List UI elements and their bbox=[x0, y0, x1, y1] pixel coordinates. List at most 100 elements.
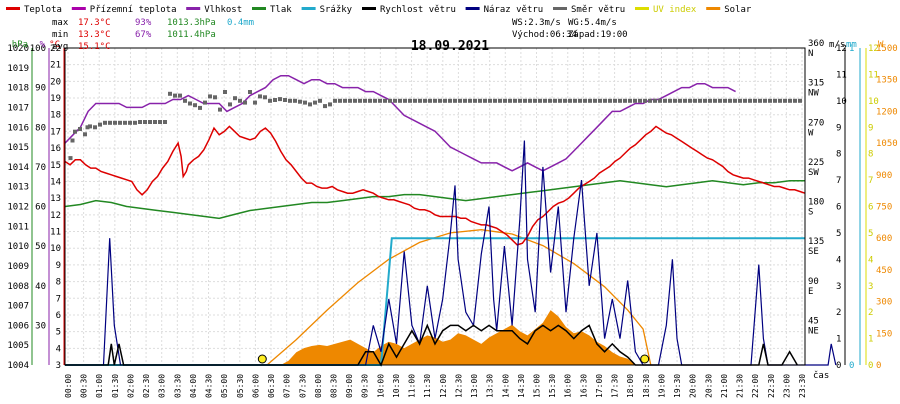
time-tick-label: 17:00 bbox=[595, 374, 604, 398]
temperature-tick-label: 22 bbox=[50, 44, 61, 54]
stat-prefix: avg bbox=[52, 42, 68, 52]
wind-tick-label: 12 bbox=[836, 44, 847, 54]
wind-direction-point bbox=[508, 98, 512, 103]
pressure-tick-label: 1010 bbox=[7, 242, 29, 252]
solar-tick-label: 450 bbox=[876, 266, 892, 276]
wind-direction-point bbox=[778, 98, 782, 103]
wind-direction-point bbox=[363, 98, 367, 103]
uv-tick-label: 8 bbox=[868, 150, 873, 160]
wind-direction-point bbox=[243, 100, 247, 105]
wind-direction-point bbox=[68, 156, 73, 161]
time-tick-label: 02:00 bbox=[126, 374, 135, 398]
wind-direction-point bbox=[538, 98, 542, 103]
pressure-tick-label: 1009 bbox=[7, 262, 29, 272]
time-tick-label: 11:00 bbox=[408, 374, 417, 398]
wind-direction-point bbox=[78, 127, 82, 131]
solar-tick-label: 150 bbox=[876, 329, 892, 339]
time-tick-label: 04:30 bbox=[205, 374, 214, 398]
wind-direction-point bbox=[483, 98, 487, 103]
solar-tick-label: 600 bbox=[876, 234, 892, 244]
time-tick-label: 03:30 bbox=[173, 374, 182, 398]
stats-panel: 18.09.2021 max 17.3°C 93% 1013.3hPa 0.4mm min… bbox=[52, 18, 628, 54]
wind-direction-point bbox=[743, 98, 747, 103]
legend-label: Směr větru bbox=[571, 5, 625, 15]
wind-direction-point bbox=[558, 98, 562, 103]
wind-direction-point bbox=[703, 98, 707, 103]
temperature-tick-label: 10 bbox=[50, 244, 61, 254]
sunrise-time: Východ:06:34 bbox=[512, 30, 577, 40]
wind-direction-point bbox=[618, 98, 622, 103]
stat-prefix: max bbox=[52, 18, 69, 28]
pressure-tick-label: 1017 bbox=[7, 103, 29, 113]
wind-direction-point bbox=[738, 98, 742, 103]
wind-direction-point bbox=[758, 98, 762, 103]
wind-direction-point bbox=[693, 98, 697, 103]
wind-direction-point bbox=[588, 98, 592, 103]
temperature-tick-label: 6 bbox=[56, 311, 61, 321]
wind-direction-point bbox=[463, 98, 467, 103]
wind-direction-point bbox=[198, 105, 202, 110]
temperature-tick-label: 18 bbox=[50, 111, 61, 121]
wind-direction-point bbox=[713, 98, 717, 103]
wind-direction-point bbox=[798, 98, 802, 103]
wind-direction-point bbox=[268, 98, 272, 103]
wind-direction-point bbox=[388, 98, 392, 103]
rain-tick-label: 0 bbox=[849, 361, 854, 371]
time-tick-label: 15:00 bbox=[533, 374, 542, 398]
wind-direction-point bbox=[478, 98, 482, 103]
wind-direction-point bbox=[408, 98, 412, 103]
wind-direction-point bbox=[378, 98, 382, 103]
legend-label: Vlhkost bbox=[204, 5, 242, 15]
time-tick-label: 17:30 bbox=[611, 374, 620, 398]
solar-tick-label: 1500 bbox=[876, 44, 898, 54]
wind-direction-point bbox=[93, 125, 97, 130]
wind-direction-point bbox=[423, 98, 427, 103]
wind-direction-point bbox=[333, 98, 337, 103]
wind-direction-point bbox=[178, 93, 182, 98]
wind-direction-point bbox=[768, 98, 772, 103]
wind-direction-point bbox=[273, 98, 277, 102]
wind-direction-point bbox=[793, 98, 797, 103]
legend-swatch bbox=[252, 7, 266, 10]
wind-direction-point bbox=[498, 98, 502, 103]
temperature-tick-label: 20 bbox=[50, 77, 61, 87]
time-tick-label: 21:00 bbox=[720, 374, 729, 398]
wind-direction-point bbox=[623, 98, 627, 103]
direction-tick-label: 270 bbox=[808, 118, 824, 128]
wind-direction-point bbox=[638, 98, 642, 103]
wind-direction-point bbox=[628, 98, 632, 103]
time-tick-label: 07:30 bbox=[298, 374, 307, 398]
time-tick-label: 01:00 bbox=[95, 374, 104, 398]
time-tick-label: 23:00 bbox=[782, 374, 791, 398]
wind-direction-point bbox=[83, 132, 87, 137]
wind-direction-point bbox=[473, 98, 477, 103]
pressure-tick-label: 1007 bbox=[7, 302, 29, 312]
solar-tick-label: 1050 bbox=[876, 139, 898, 149]
wind-tick-label: 2 bbox=[836, 308, 841, 318]
wind-wg: WG:5.4m/s bbox=[568, 18, 617, 28]
legend: Teplota Přízemní teplota Vlhkost Tlak Srážky… bbox=[6, 5, 752, 15]
wind-direction-point bbox=[783, 98, 787, 103]
wind-direction-point bbox=[213, 95, 217, 100]
wind-direction-point bbox=[613, 98, 617, 103]
humidity-tick-label: 90 bbox=[35, 84, 46, 94]
time-tick-label: 00:00 bbox=[64, 374, 73, 398]
wind-direction-point bbox=[323, 104, 327, 109]
time-tick-label: 12:00 bbox=[439, 374, 448, 398]
wind-direction-point bbox=[678, 98, 682, 103]
wind-direction-point bbox=[593, 98, 597, 103]
time-tick-label: 14:30 bbox=[517, 374, 526, 398]
wind-tick-label: 3 bbox=[836, 282, 841, 292]
wind-speed-line bbox=[65, 323, 798, 367]
legend-label: Náraz větru bbox=[484, 5, 544, 15]
temperature-tick-label: 14 bbox=[50, 177, 61, 187]
wind-direction-point bbox=[443, 98, 447, 103]
rain-unit-label: mm bbox=[846, 40, 857, 50]
legend-swatch bbox=[301, 7, 316, 10]
temperature-tick-label: 17 bbox=[50, 127, 61, 137]
wind-direction-point bbox=[73, 129, 77, 134]
wind-direction-point bbox=[773, 98, 777, 103]
uv-tick-label: 5 bbox=[868, 229, 873, 239]
